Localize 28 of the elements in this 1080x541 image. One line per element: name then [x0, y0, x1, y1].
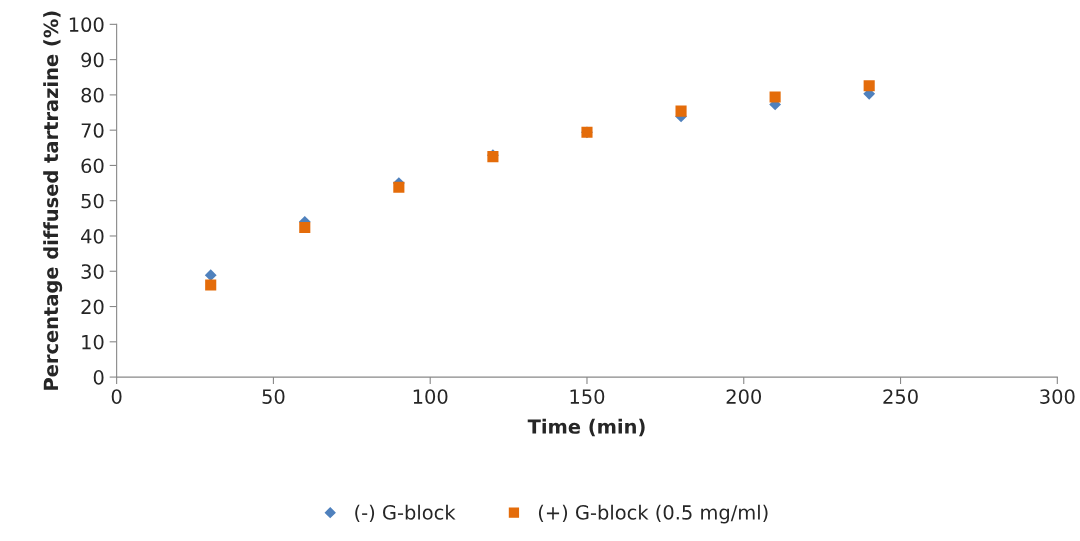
y-tick-label: 50 — [81, 193, 104, 209]
y-tick-label: 40 — [81, 228, 104, 244]
y-tick-label: 70 — [81, 123, 104, 138]
point — [769, 91, 781, 103]
x-tick-label: 50 — [262, 389, 285, 404]
point — [205, 279, 217, 291]
y-tick-label: 100 — [69, 17, 104, 33]
x-tick-label: 150 — [570, 389, 605, 404]
x-tick-label: 200 — [726, 389, 762, 404]
point — [393, 181, 405, 193]
y-tick-label: 30 — [81, 264, 104, 279]
y-tick-label: 20 — [81, 299, 104, 315]
point — [675, 105, 687, 117]
y-tick-label: 10 — [82, 334, 104, 350]
legend-label: (-) G-block — [355, 504, 456, 523]
y-tick-label: 60 — [81, 158, 104, 174]
x-tick-label: 250 — [883, 389, 918, 404]
x-tick-label: 100 — [413, 389, 448, 404]
x-tick-label: 300 — [1040, 389, 1075, 404]
point — [863, 80, 875, 92]
point — [299, 221, 311, 234]
y-tick-label: 0 — [93, 370, 104, 385]
y-tick-label: 80 — [81, 87, 104, 103]
x-tick-label: 0 — [111, 389, 122, 404]
y-tick-label: 90 — [81, 52, 104, 68]
legend-label: (+) G-block (0.5 mg/ml) — [538, 504, 768, 524]
y-axis-title: Percentage diffused tartrazine (%) — [43, 11, 63, 390]
x-axis-title: Time (min) — [527, 418, 645, 437]
